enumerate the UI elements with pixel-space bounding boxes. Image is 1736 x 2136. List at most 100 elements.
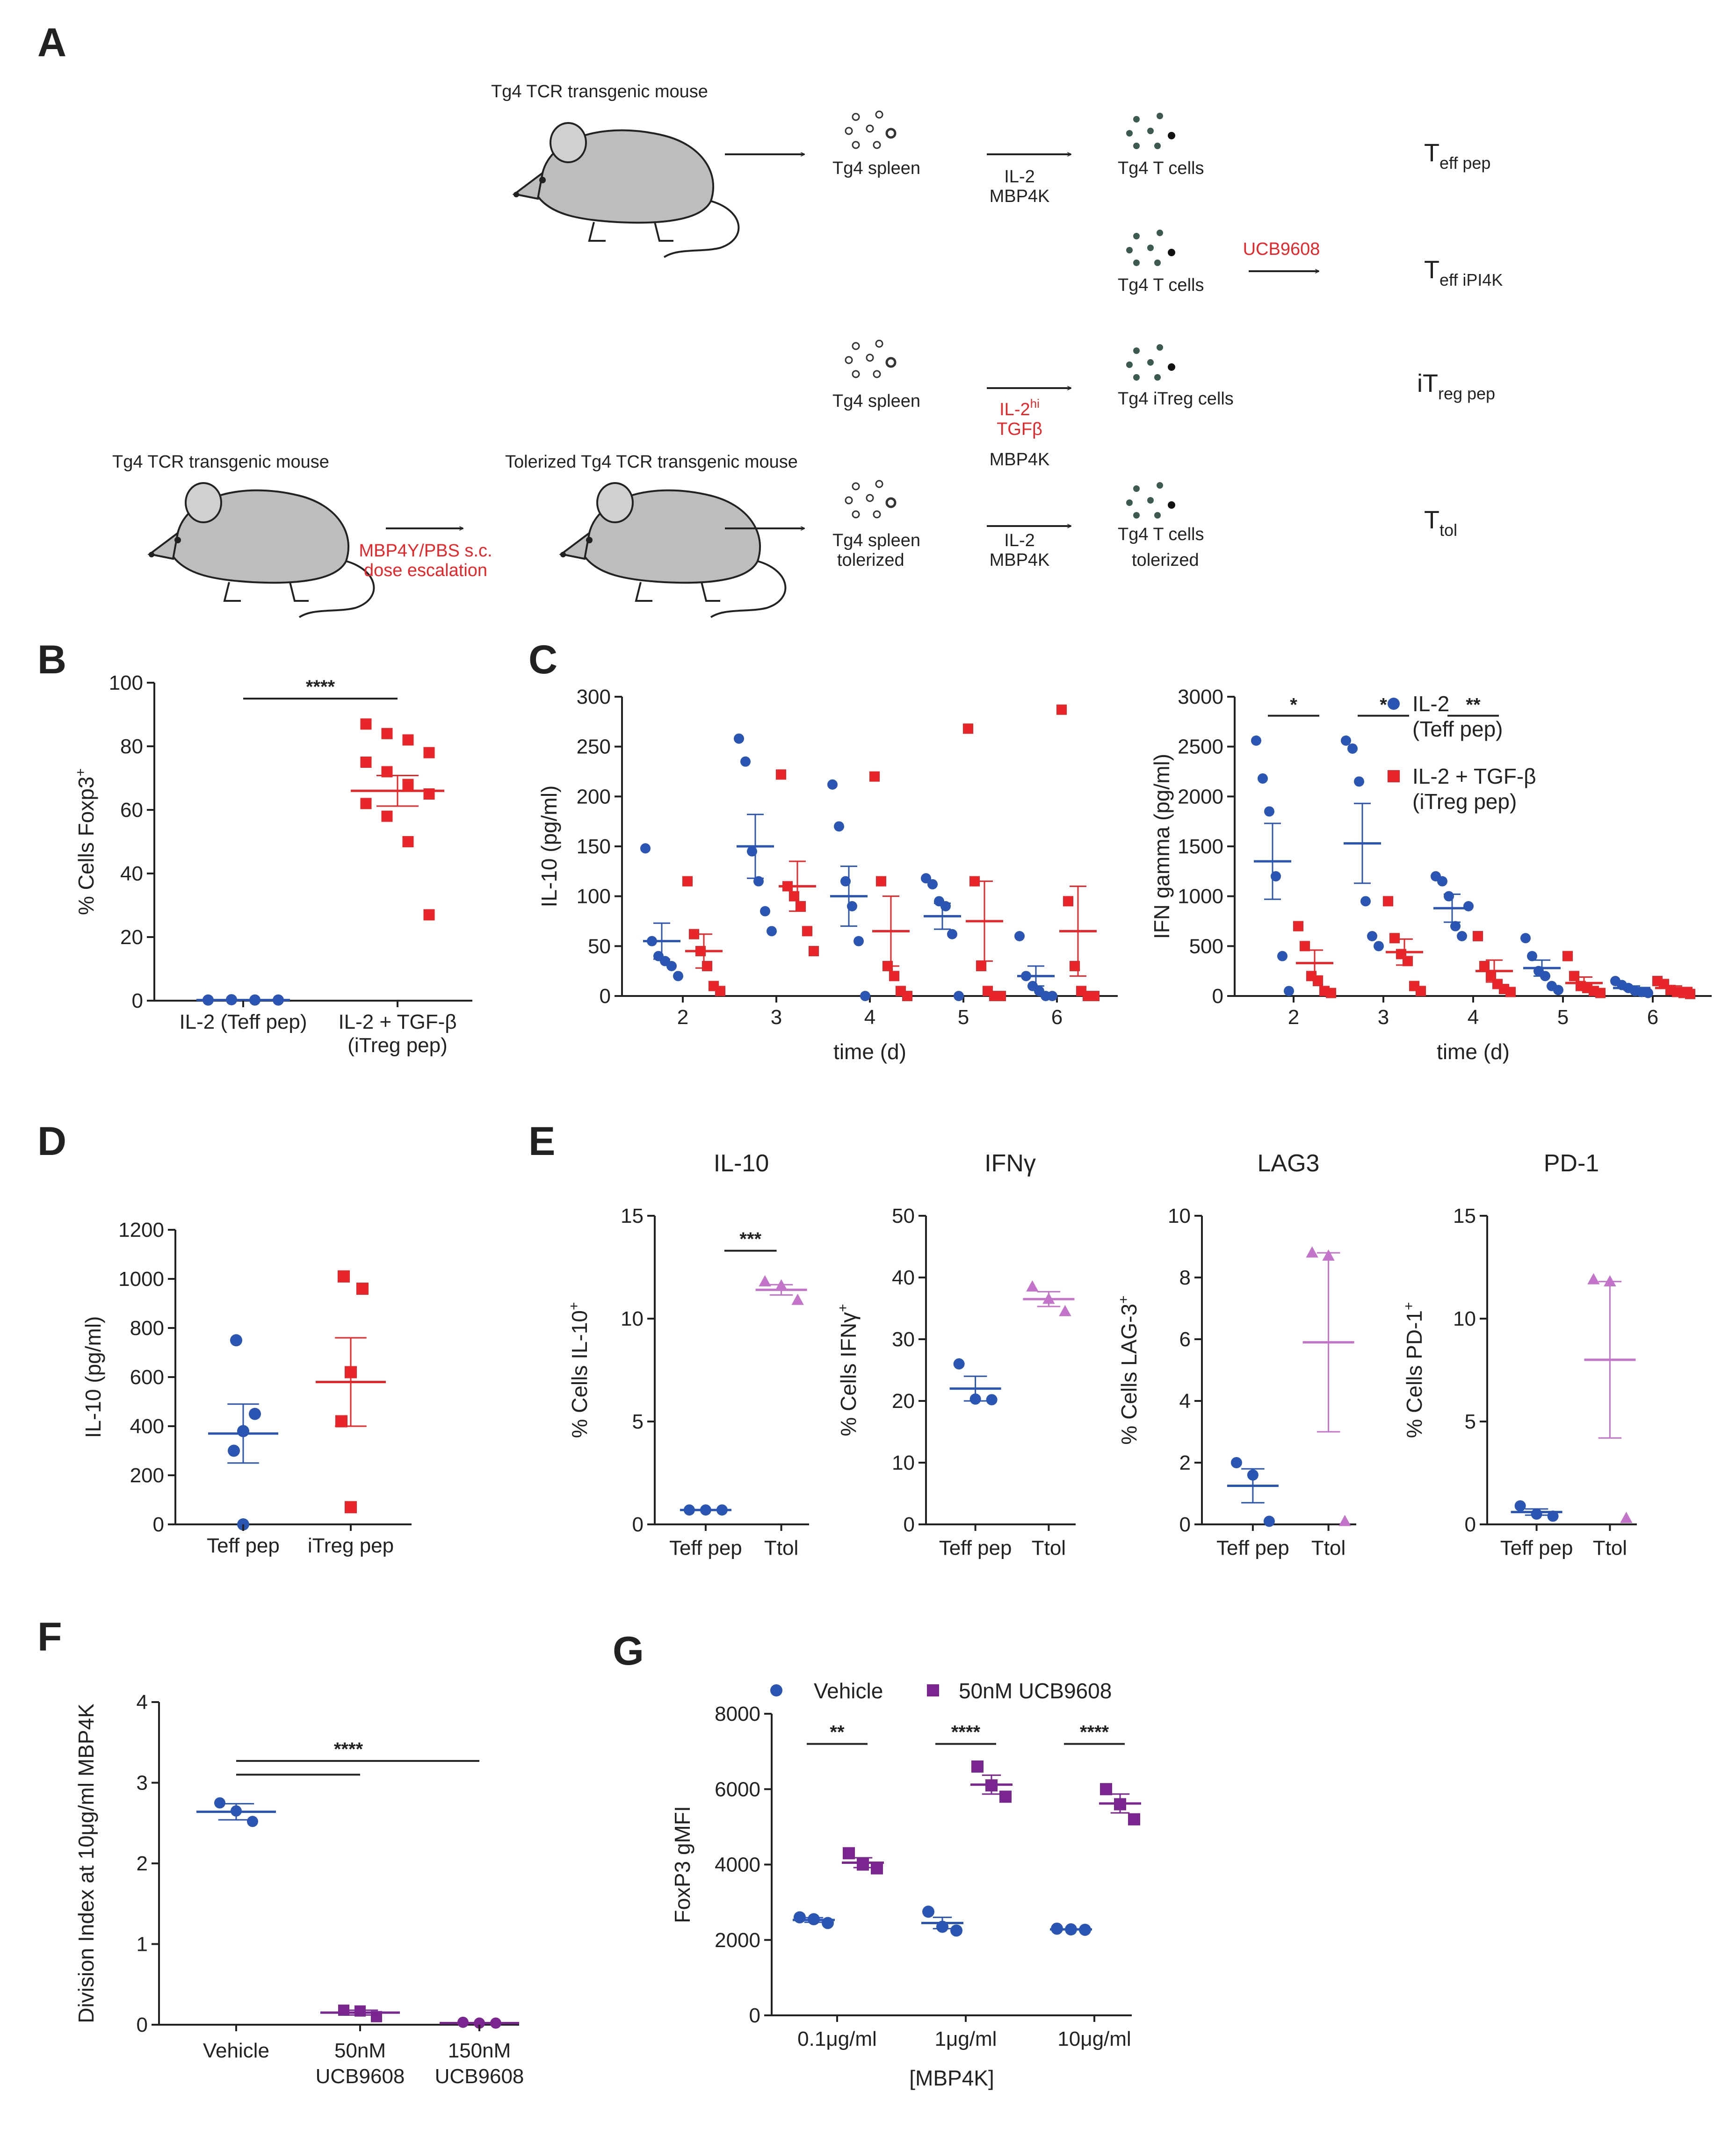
x-tick-label: 4 — [1468, 1006, 1479, 1029]
significance-label: **** — [306, 677, 335, 697]
chart-e-lag3: 0 2 4 6 8 10 % Cells LAG-3+ LAG3 Teff pep Ttol — [1116, 1150, 1356, 1559]
chart-title: PD-1 — [1544, 1150, 1599, 1177]
data-point — [1089, 991, 1099, 1001]
y-tick-label: 300 — [577, 686, 611, 708]
data-point — [640, 843, 651, 854]
y-tick-label: 0 — [1212, 985, 1223, 1008]
panel-letter-f: F — [37, 1615, 62, 1660]
product-3: Tg4 iTreg cells — [1118, 389, 1234, 409]
y-tick-label: 2 — [137, 1852, 148, 1875]
name-1-main: T — [1424, 139, 1439, 167]
data-point — [1338, 1515, 1351, 1526]
mouse-icon — [512, 122, 740, 258]
y-tick-label: 0 — [132, 989, 143, 1012]
data-point — [1128, 1813, 1140, 1826]
chart-f: 0 1 2 3 4 Division Index at 10μg/ml MBP4K Vehi… — [74, 1691, 524, 2088]
x-tick-label: 4 — [864, 1006, 875, 1029]
chart-c-il10: 0 50 100 150 200 250 300 IL-10 (pg/ml) 2 3 4 5 6 time… — [537, 686, 1118, 1064]
data-point — [1527, 951, 1537, 961]
legend-marker — [1388, 770, 1400, 782]
data-point — [871, 1862, 883, 1875]
data-point — [1063, 896, 1073, 907]
product-4b: tolerized — [1132, 550, 1199, 570]
x-tick-label: Ttol — [1032, 1537, 1066, 1559]
legend-label: Vehicle — [814, 1679, 883, 1703]
name-2-main: T — [1424, 256, 1439, 284]
panel-letter-b: B — [37, 637, 66, 682]
data-point — [1587, 1273, 1600, 1284]
y-tick-label: 15 — [621, 1205, 644, 1227]
data-point — [947, 929, 957, 939]
y-tick-label: 50 — [892, 1205, 915, 1227]
spleen-label-4b: tolerized — [837, 550, 904, 570]
y-axis-label: IL-10 (pg/ml) — [537, 786, 561, 908]
data-point — [402, 836, 414, 847]
x-tick-label: Ttol — [764, 1537, 798, 1559]
significance-label: * — [1290, 695, 1297, 715]
chart-title: IFNγ — [984, 1150, 1036, 1177]
x-tick-label: 2 — [677, 1006, 688, 1029]
y-tick-label: 20 — [120, 926, 143, 949]
y-axis-label-sup: + — [1401, 1302, 1417, 1310]
data-point — [759, 1275, 771, 1286]
data-point — [360, 798, 372, 809]
y-tick-label: 40 — [892, 1266, 915, 1289]
legend-marker — [770, 1684, 782, 1696]
data-point — [827, 779, 838, 790]
y-tick-label: 8 — [1179, 1266, 1191, 1289]
y-tick-label: 6 — [1179, 1328, 1191, 1351]
panel-letter-g: G — [613, 1629, 644, 1674]
mouse-label-1: Tg4 TCR transgenic mouse — [491, 82, 708, 101]
x-tick-label: 6 — [1051, 1006, 1063, 1029]
panel-letter-e: E — [528, 1119, 555, 1164]
spleen-cells-icon — [845, 110, 897, 149]
y-tick-label: 250 — [577, 736, 611, 758]
y-tick-label: 60 — [120, 799, 143, 822]
data-point — [889, 971, 899, 981]
name-4-main: T — [1424, 506, 1439, 534]
x-tick-label: UCB9608 — [316, 2065, 405, 2088]
data-point — [822, 1917, 834, 1929]
y-tick-label: 5 — [632, 1410, 644, 1433]
y-tick-label: 400 — [130, 1415, 164, 1438]
cond-3b: TGFβ — [997, 419, 1042, 439]
x-axis-label: time (d) — [833, 1039, 906, 1064]
legend-label: IL-2 — [1412, 692, 1449, 716]
y-tick-label: 15 — [1453, 1205, 1476, 1227]
y-tick-label: 1200 — [118, 1219, 164, 1241]
x-tick-label: Vehicle — [203, 2039, 269, 2062]
x-tick-label: Teff pep — [939, 1537, 1012, 1559]
y-tick-label: 6000 — [715, 1778, 760, 1801]
data-point — [1473, 931, 1483, 941]
y-tick-label: 2 — [1179, 1451, 1191, 1474]
chart-c-ifn: 0 500 1000 1500 2000 2500 3000 IFN gamma (pg/ml… — [1150, 686, 1712, 1064]
data-point — [1595, 988, 1606, 998]
data-point — [1479, 961, 1490, 971]
data-point — [423, 909, 435, 921]
x-tick-label: Ttol — [1311, 1537, 1345, 1559]
data-point — [1463, 901, 1474, 911]
data-point — [689, 929, 699, 939]
y-tick-label: 4000 — [715, 1854, 760, 1876]
chart-d: 0 200 400 600 800 1000 1200 IL-10 (pg/ml) Teff p… — [81, 1219, 412, 1557]
x-tick-label: 150nM — [448, 2039, 511, 2062]
data-point — [776, 769, 786, 780]
data-point — [360, 757, 372, 768]
chart-b: 0 20 40 60 80 100 % Cells Foxp3+ IL-2 (Teff pep… — [73, 671, 472, 1057]
spleen-cells-icon — [845, 480, 897, 519]
x-tick-label: IL-2 + TGF-β — [338, 1010, 456, 1033]
data-point — [381, 728, 393, 739]
x-tick-label: iTreg pep — [308, 1534, 394, 1557]
data-point — [927, 879, 938, 890]
y-tick-label: 0 — [1179, 1513, 1191, 1536]
y-axis-label: IFN gamma (pg/ml) — [1150, 754, 1174, 939]
y-axis-label: % Cells LAG-3+ — [1116, 1295, 1141, 1444]
y-axis-label: % Cells PD-1+ — [1401, 1302, 1426, 1438]
y-tick-label: 0 — [600, 985, 611, 1008]
y-tick-label: 1 — [137, 1933, 148, 1956]
y-axis-label-sup: + — [835, 1304, 851, 1312]
x-tick-label: 6 — [1647, 1006, 1658, 1029]
y-tick-label: 0 — [904, 1513, 915, 1536]
y-tick-label: 30 — [892, 1328, 915, 1351]
